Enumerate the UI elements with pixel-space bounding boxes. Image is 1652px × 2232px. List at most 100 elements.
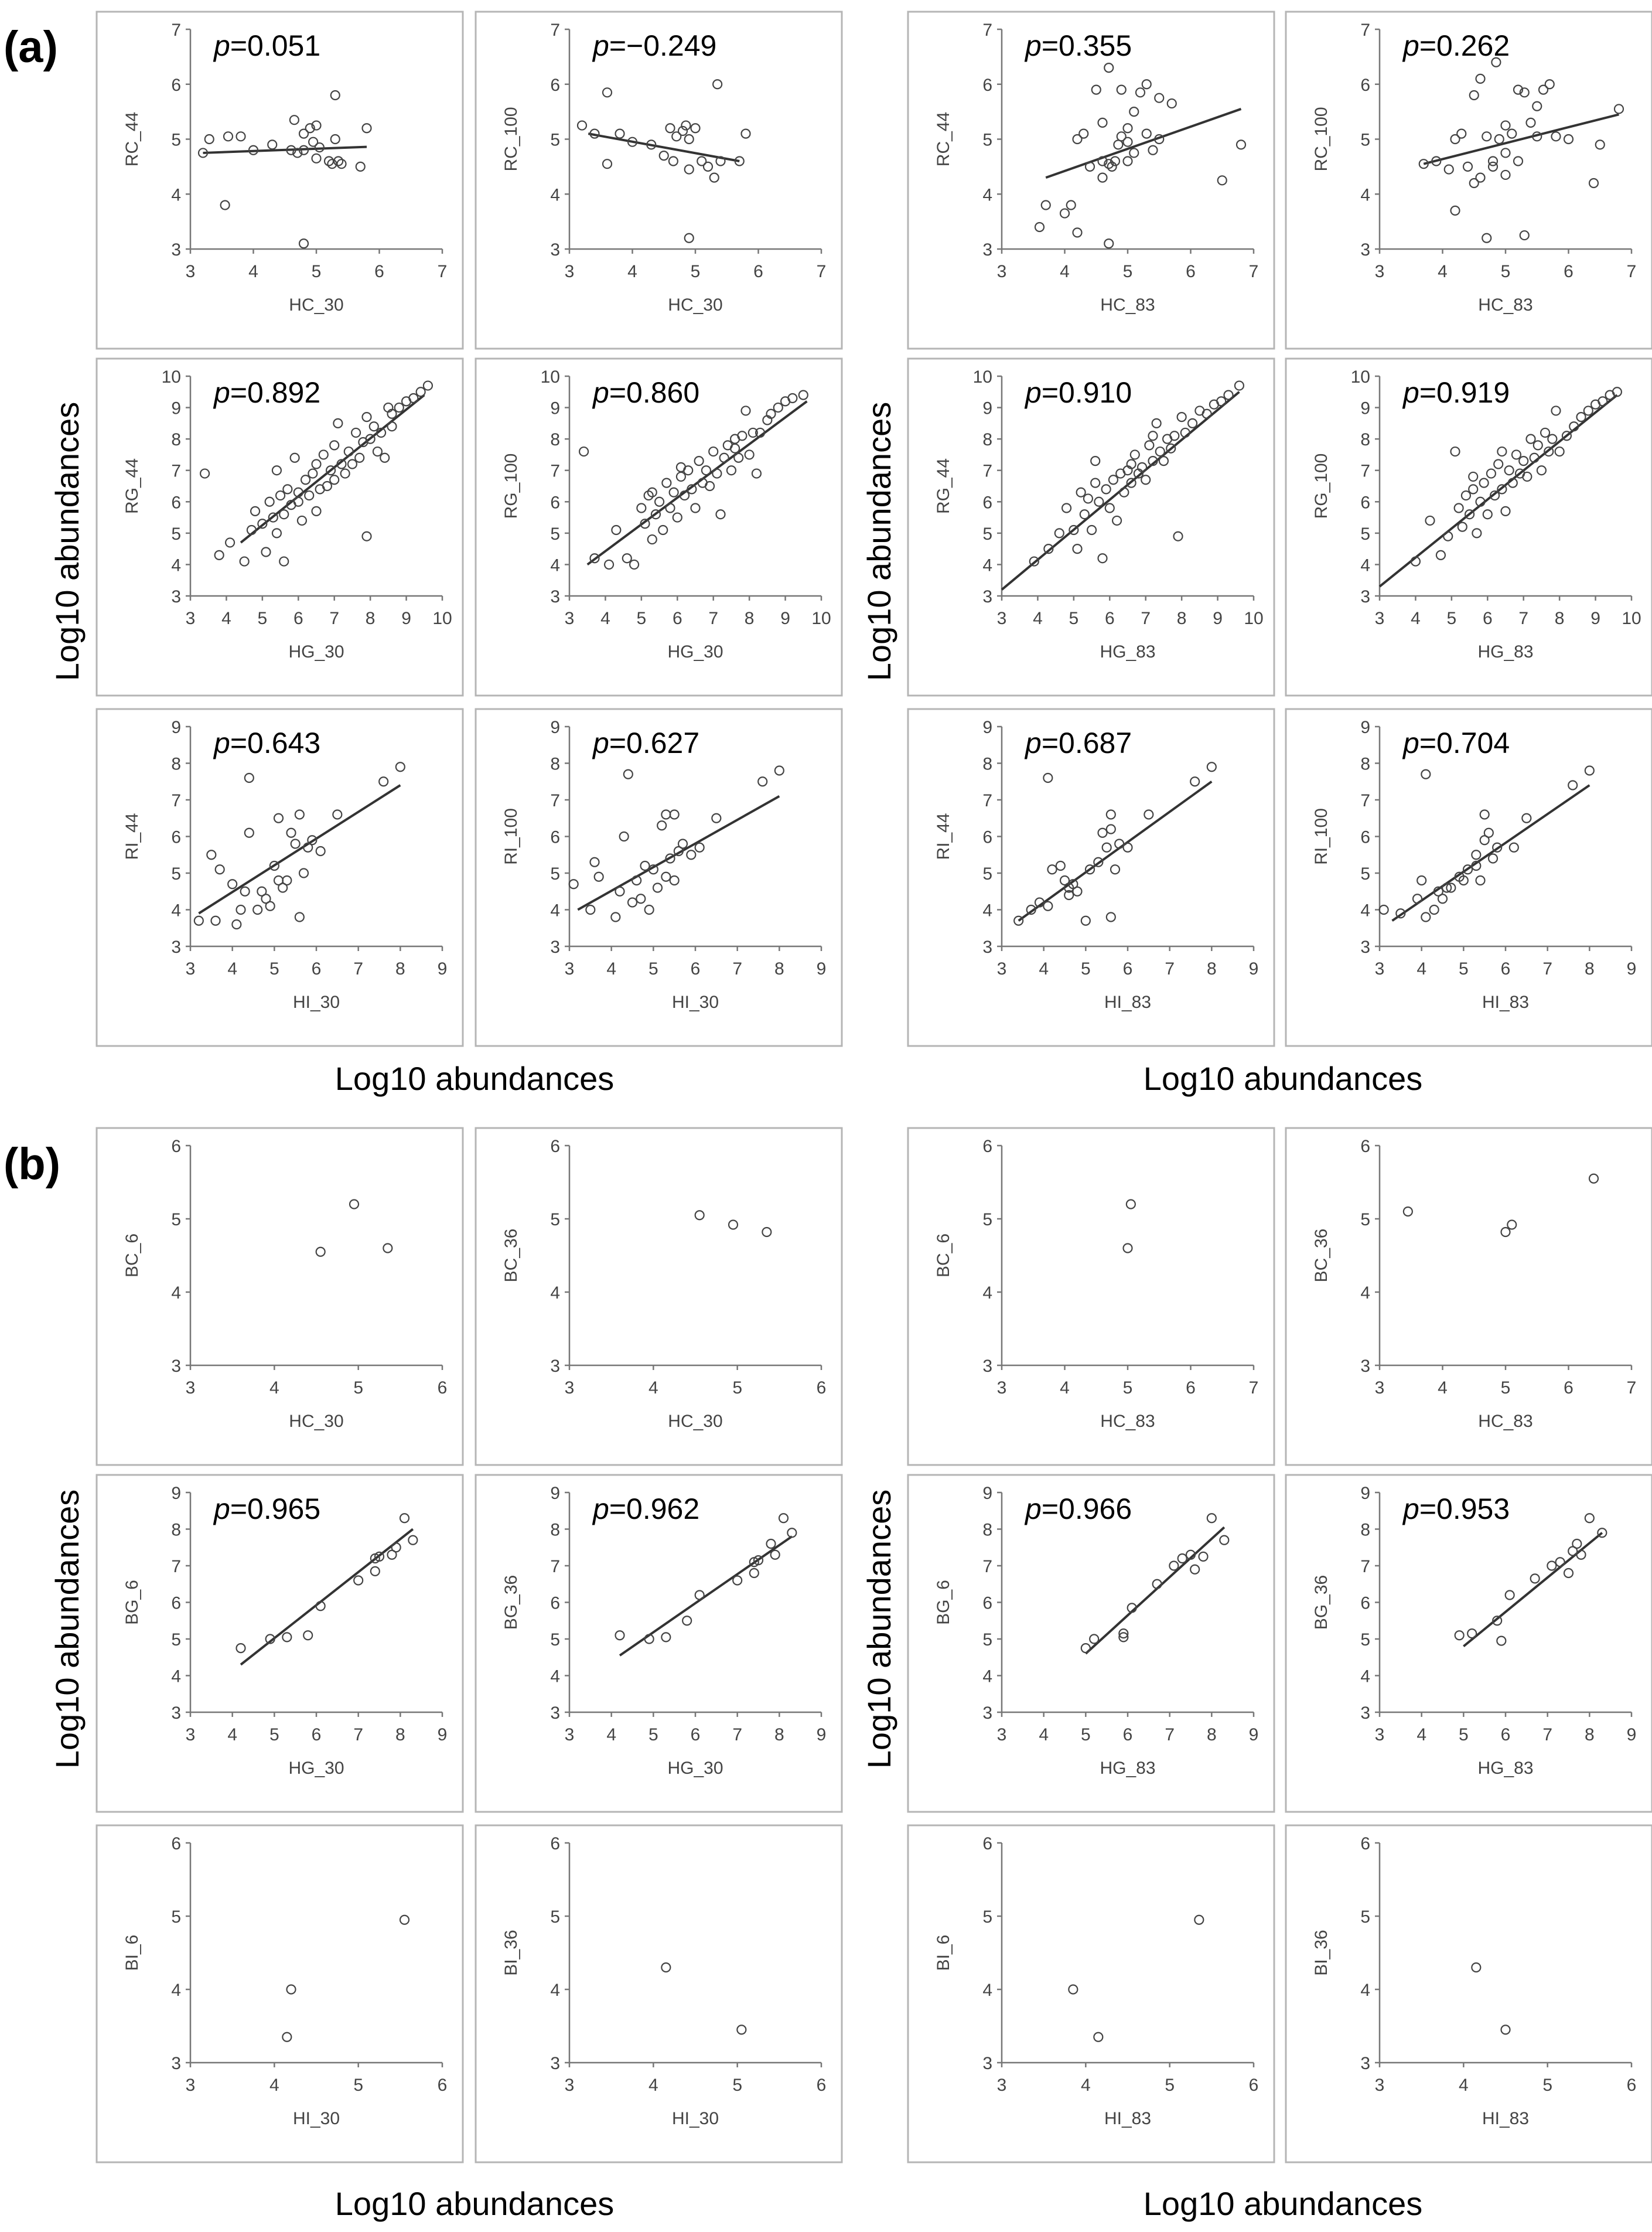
y-axis-label-a-left: Log10 abundances — [49, 402, 86, 681]
x-tick-label: 9 — [1249, 1725, 1259, 1744]
data-point — [1135, 87, 1146, 98]
data-point — [658, 151, 669, 161]
x-tick-label: 6 — [1627, 2076, 1637, 2095]
trend-line — [588, 132, 740, 162]
data-point — [1166, 98, 1177, 109]
data-point — [1469, 178, 1479, 189]
data-point — [675, 462, 687, 472]
data-point — [220, 200, 230, 210]
panel-frame — [475, 1127, 843, 1466]
y-tick-label: 4 — [550, 1283, 560, 1303]
x-tick-label: 4 — [269, 2076, 279, 2095]
data-point — [372, 446, 383, 457]
chart-panel-b-1-2: 3 4 5 6 7 8 9 3 4 5 6 7 8 9 HG_83 BG_6 p=0.966 — [907, 1474, 1275, 1813]
chart-panel-a-0-0: 3 4 5 6 7 3 4 5 6 7 HC_30 RC_44 p=0.051 — [95, 11, 464, 350]
data-point — [661, 1632, 671, 1643]
y-tick-label: 9 — [550, 1484, 560, 1503]
data-point — [1176, 412, 1187, 422]
data-point — [289, 452, 300, 463]
panel-frame — [475, 708, 843, 1047]
data-point — [1101, 484, 1111, 495]
data-point — [1504, 465, 1514, 476]
x-tick-label: 7 — [329, 609, 339, 628]
data-point — [1148, 145, 1158, 155]
x-axis-title: HG_83 — [1477, 642, 1533, 662]
data-point — [1429, 904, 1439, 915]
x-axis-title: HI_83 — [1104, 993, 1151, 1012]
data-point — [376, 427, 387, 438]
panel-frame — [907, 1824, 1275, 2163]
data-point — [1471, 850, 1482, 860]
data-point — [1521, 813, 1532, 823]
x-tick-label: 5 — [1459, 1725, 1469, 1744]
data-point — [593, 871, 604, 882]
data-point — [1493, 459, 1504, 469]
data-point — [1421, 912, 1431, 922]
data-point — [744, 449, 755, 460]
y-tick-label: 4 — [171, 1283, 181, 1303]
y-axis-title: RI_100 — [501, 808, 521, 865]
data-point — [602, 87, 613, 98]
x-tick-label: 5 — [691, 262, 701, 281]
data-point — [1079, 509, 1090, 520]
data-point — [1525, 434, 1536, 444]
data-point — [1094, 496, 1104, 507]
y-tick-label: 9 — [1360, 1484, 1370, 1503]
x-tick-label: 9 — [1627, 959, 1637, 979]
data-point — [1497, 484, 1507, 495]
y-tick-label: 8 — [982, 755, 992, 774]
data-point — [355, 161, 366, 172]
chart-panel-a-1-3: 3 4 5 6 7 8 9 10 3 4 5 6 7 8 9 10 HG_83 RG_100 p=0.919 — [1285, 357, 1652, 697]
y-axis-title: RI_100 — [1312, 808, 1331, 865]
data-point — [1141, 79, 1152, 90]
data-point — [327, 159, 337, 169]
data-point — [1072, 227, 1083, 238]
x-tick-label: 5 — [637, 609, 647, 628]
y-tick-label: 6 — [982, 1834, 992, 1853]
y-axis-label-b-left: Log10 abundances — [49, 1490, 86, 1768]
data-point — [629, 559, 640, 570]
data-point — [712, 79, 723, 90]
data-point — [1066, 200, 1076, 210]
chart-panel-b-2-0: 3 4 5 6 3 4 5 6 HI_30 BI_6 — [95, 1824, 464, 2163]
data-point — [1525, 117, 1536, 128]
y-tick-label: 5 — [982, 524, 992, 544]
data-point — [282, 484, 293, 495]
x-tick-label: 6 — [438, 1378, 448, 1398]
data-point — [1219, 1535, 1230, 1545]
x-tick-label: 5 — [353, 2076, 363, 2095]
y-tick-label: 9 — [1360, 718, 1370, 737]
data-point — [709, 172, 719, 183]
data-point — [1554, 446, 1565, 457]
data-point — [1492, 842, 1503, 853]
trend-line — [1463, 1532, 1603, 1648]
x-tick-label: 4 — [227, 1725, 237, 1744]
trend-line — [1423, 113, 1619, 165]
y-tick-label: 6 — [171, 1594, 181, 1613]
correlation-annotation: p=0.860 — [592, 376, 699, 409]
data-point — [395, 762, 405, 772]
data-point — [1072, 886, 1083, 897]
chart-panel-b-2-3: 3 4 5 6 3 4 5 6 HI_83 BI_36 — [1285, 1824, 1652, 2163]
x-axis-title: HC_30 — [289, 1412, 343, 1431]
panel-label-b: (b) — [4, 1139, 60, 1189]
data-point — [682, 1616, 692, 1626]
y-axis-title: BC_36 — [1312, 1229, 1331, 1283]
data-point — [1090, 478, 1101, 488]
x-tick-label: 6 — [753, 262, 763, 281]
data-point — [311, 459, 322, 469]
data-point — [387, 408, 397, 419]
y-tick-label: 9 — [171, 399, 181, 418]
data-point — [1148, 456, 1158, 466]
chart-panel-b-2-1: 3 4 5 6 3 4 5 6 HI_30 BI_36 — [475, 1824, 843, 2163]
data-point — [308, 137, 319, 147]
data-point — [1612, 387, 1623, 397]
data-point — [1453, 503, 1464, 513]
data-point — [1136, 462, 1148, 472]
x-tick-label: 6 — [817, 2076, 827, 2095]
data-point — [329, 475, 340, 485]
y-axis-title: RC_100 — [501, 107, 521, 171]
data-point — [330, 134, 340, 145]
x-tick-label: 9 — [438, 959, 448, 979]
data-point — [197, 148, 209, 158]
